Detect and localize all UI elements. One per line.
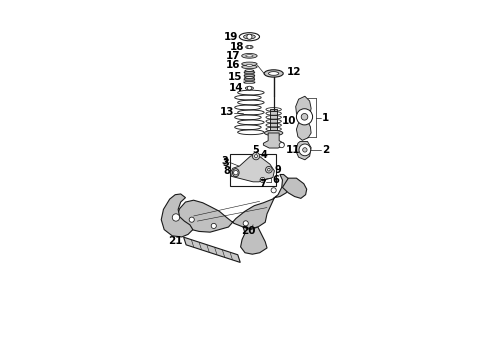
Circle shape (299, 144, 311, 156)
Ellipse shape (245, 55, 253, 57)
Text: 2: 2 (322, 145, 329, 155)
Text: 14: 14 (229, 83, 244, 93)
Circle shape (301, 113, 308, 120)
Text: 18: 18 (230, 42, 245, 52)
Ellipse shape (245, 86, 253, 90)
Ellipse shape (246, 64, 253, 66)
Text: 13: 13 (220, 107, 234, 117)
Ellipse shape (244, 35, 255, 39)
Polygon shape (177, 175, 290, 232)
Circle shape (296, 109, 313, 125)
Text: 17: 17 (225, 51, 240, 61)
Text: 3: 3 (221, 156, 228, 166)
Ellipse shape (269, 72, 279, 75)
Text: 11: 11 (285, 144, 300, 154)
Text: 5: 5 (252, 145, 259, 155)
Polygon shape (184, 237, 240, 262)
Text: 9: 9 (274, 165, 281, 175)
Bar (230, 154, 276, 185)
Circle shape (268, 168, 270, 171)
Circle shape (266, 166, 272, 173)
Ellipse shape (233, 168, 239, 177)
Polygon shape (295, 141, 311, 160)
Text: 19: 19 (224, 32, 239, 42)
Ellipse shape (264, 70, 283, 77)
Circle shape (262, 179, 264, 181)
Circle shape (303, 148, 307, 152)
Circle shape (279, 143, 284, 148)
Circle shape (254, 155, 257, 158)
Text: 3: 3 (222, 158, 229, 168)
Circle shape (252, 152, 260, 160)
Ellipse shape (242, 62, 257, 66)
Text: 10: 10 (282, 116, 296, 126)
Bar (270, 109, 277, 133)
Polygon shape (241, 227, 267, 254)
Text: 4: 4 (260, 150, 267, 161)
Text: 7: 7 (260, 179, 267, 189)
Text: 16: 16 (226, 60, 240, 71)
Circle shape (247, 34, 252, 39)
Circle shape (189, 217, 195, 222)
Circle shape (260, 177, 265, 183)
Text: 21: 21 (169, 236, 183, 246)
Polygon shape (282, 178, 307, 198)
Circle shape (248, 45, 251, 49)
Ellipse shape (265, 130, 283, 136)
Circle shape (234, 170, 238, 175)
Text: 6: 6 (272, 175, 279, 185)
Text: 8: 8 (224, 166, 231, 176)
Text: 20: 20 (242, 226, 256, 237)
Ellipse shape (245, 45, 253, 49)
Circle shape (243, 221, 248, 226)
Ellipse shape (242, 53, 257, 58)
Circle shape (271, 188, 276, 193)
Text: 12: 12 (287, 67, 301, 77)
Text: 15: 15 (227, 72, 242, 82)
Text: 1: 1 (322, 113, 329, 122)
Ellipse shape (242, 65, 257, 69)
Circle shape (247, 86, 251, 90)
Circle shape (172, 214, 180, 221)
Polygon shape (295, 96, 311, 140)
Circle shape (211, 223, 217, 229)
Polygon shape (161, 194, 193, 237)
Polygon shape (263, 133, 284, 148)
Polygon shape (231, 154, 274, 182)
